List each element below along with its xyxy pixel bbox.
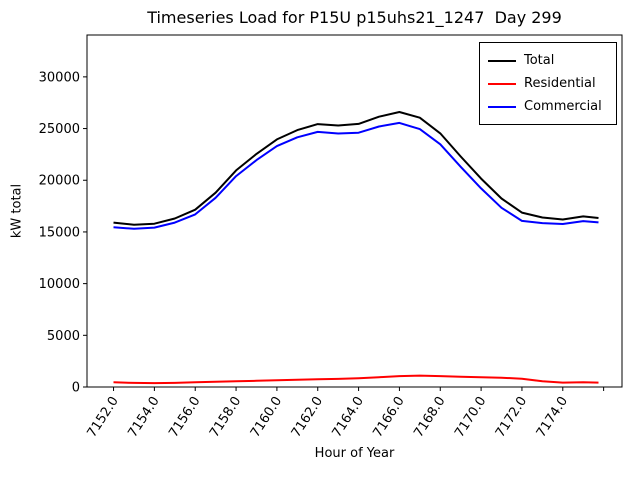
x-tick-label: 7170.0: [452, 394, 489, 440]
x-tick-label: 7162.0: [289, 394, 326, 440]
y-tick-label: 10000: [39, 277, 80, 292]
x-tick-label: 7166.0: [370, 394, 407, 440]
series-line-commercial: [113, 121, 599, 230]
x-tick-label: 7160.0: [248, 394, 285, 440]
legend-label-commercial: Commercial: [524, 99, 602, 114]
x-tick-label: 7158.0: [207, 394, 244, 440]
legend: Total Residential Commercial: [479, 42, 617, 125]
series-line-residential: [113, 374, 599, 385]
x-tick-label: 7156.0: [166, 394, 203, 440]
legend-line-commercial: [488, 105, 516, 108]
legend-row-commercial: Commercial: [488, 95, 608, 118]
legend-label-residential: Residential: [524, 76, 596, 91]
y-tick-label: 25000: [39, 122, 80, 137]
x-tick-label: 7172.0: [493, 394, 530, 440]
x-tick-label: 7154.0: [125, 394, 162, 440]
y-tick-label: 20000: [39, 174, 80, 189]
x-tick-label: 7164.0: [330, 394, 367, 440]
series-line-total: [113, 111, 599, 226]
chart-title: Timeseries Load for P15U p15uhs21_1247 D…: [147, 8, 562, 27]
y-tick-label: 30000: [39, 70, 80, 85]
x-tick-label: 7174.0: [534, 394, 571, 440]
x-axis-label: Hour of Year: [314, 446, 395, 461]
y-axis-label: kW total: [9, 183, 25, 239]
y-tick-label: 15000: [39, 225, 80, 240]
legend-row-residential: Residential: [488, 72, 608, 95]
legend-label-total: Total: [524, 53, 555, 68]
x-tick-label: 7168.0: [411, 394, 448, 440]
y-tick-label: 5000: [47, 329, 80, 344]
axes-frame: [86, 34, 623, 388]
legend-line-residential: [488, 82, 516, 85]
x-tick-label: 7152.0: [85, 394, 122, 440]
y-tick-label: 0: [72, 381, 80, 396]
legend-line-total: [488, 59, 516, 62]
legend-row-total: Total: [488, 49, 608, 72]
